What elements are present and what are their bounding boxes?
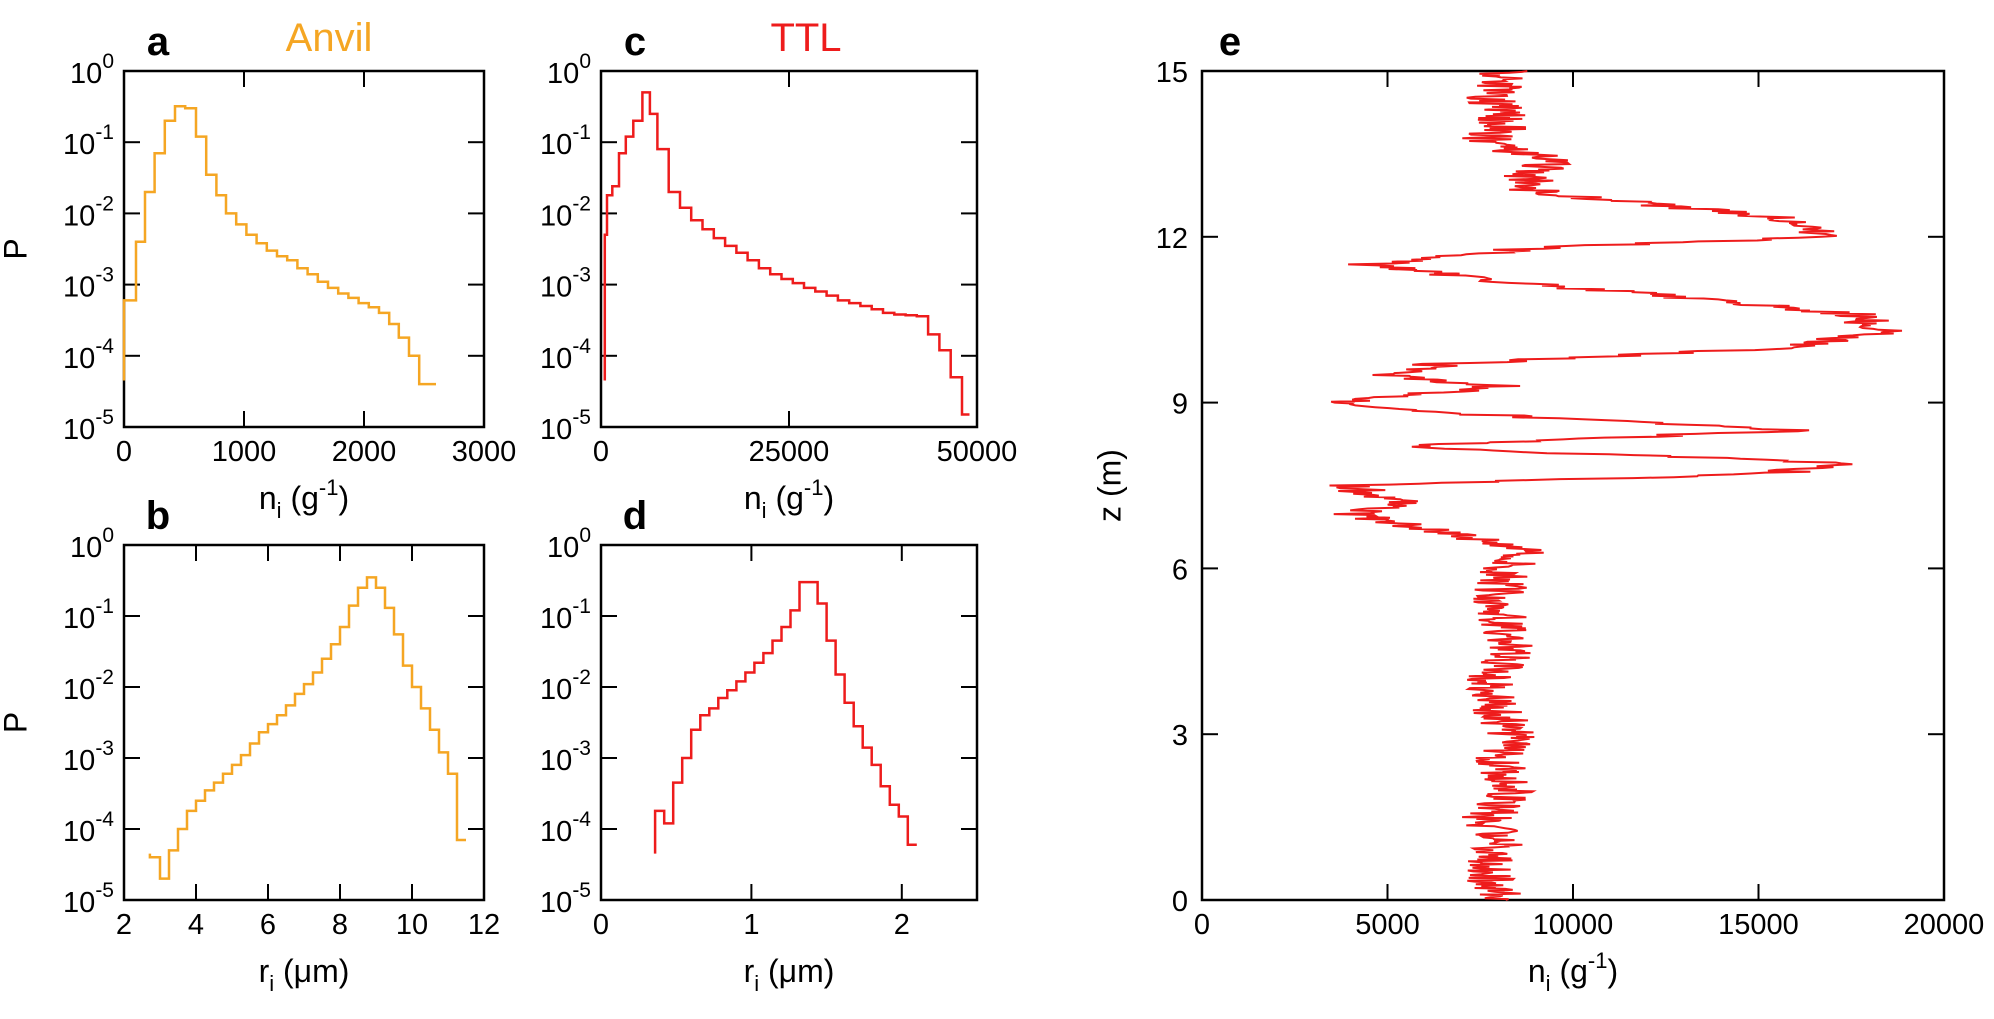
- x-tick-label: 25000: [749, 436, 830, 468]
- plot-frame: [599, 543, 979, 902]
- x-tick-label: 12: [468, 909, 500, 941]
- y-tick-label: 10-5: [540, 879, 591, 919]
- y-tick-label: 10-2: [540, 192, 591, 232]
- plot-frame: [122, 543, 486, 902]
- y-tick-label: 100: [547, 524, 591, 564]
- y-axis-label: P: [0, 712, 33, 733]
- panel-title: Anvil: [286, 16, 373, 60]
- x-tick-label: 8: [332, 909, 348, 941]
- panel-b: 2 4 6 8 10 12 10-5 10-4 10-3 10-2 10-1 100 ri (μm) Pb: [0, 494, 500, 996]
- x-axis-label: ni (g-1): [744, 475, 834, 523]
- panel-a: 0 1000 2000 3000 10-5 10-4 10-3 10-2 10-1 100 ni (…: [0, 16, 516, 523]
- y-tick-label: 10-3: [540, 264, 591, 304]
- histogram-series-line: [148, 576, 466, 880]
- x-tick-label: 2: [116, 909, 132, 941]
- x-tick-label: 5000: [1355, 909, 1420, 941]
- panel-label: e: [1219, 20, 1241, 64]
- x-tick-label: 15000: [1718, 909, 1799, 941]
- plot-frame: [122, 69, 486, 429]
- x-tick-label: 0: [116, 436, 132, 468]
- x-tick-label: 6: [260, 909, 276, 941]
- x-tick-label: 4: [188, 909, 204, 941]
- x-axis-label: ri (μm): [744, 953, 835, 996]
- y-tick-label: 0: [1172, 886, 1188, 918]
- x-tick-label: 2000: [332, 436, 397, 468]
- x-tick-label: 50000: [937, 436, 1018, 468]
- y-tick-label: 10-2: [63, 192, 114, 232]
- y-tick-label: 10-4: [540, 335, 591, 375]
- panel-label: d: [623, 494, 647, 538]
- y-tick-label: 10-5: [63, 879, 114, 919]
- panel-title: TTL: [770, 16, 841, 60]
- y-tick-label: 10-5: [63, 406, 114, 446]
- plot-frame: [1200, 69, 1946, 902]
- panel-d: 0 1 2 10-5 10-4 10-3 10-2 10-1 100 ri (μm) d: [540, 494, 979, 996]
- x-tick-label: 20000: [1904, 909, 1985, 941]
- y-tick-label: 10-1: [63, 595, 114, 635]
- panel-label: c: [624, 20, 646, 64]
- y-tick-label: 6: [1172, 554, 1188, 586]
- x-tick-label: 0: [1194, 909, 1210, 941]
- y-tick-label: 10-2: [540, 666, 591, 706]
- panel-label: a: [147, 20, 170, 64]
- x-tick-label: 2: [894, 909, 910, 941]
- x-axis-label: ni (g-1): [1528, 948, 1618, 996]
- y-tick-label: 10-1: [540, 121, 591, 161]
- x-axis-label: ri (μm): [259, 953, 350, 996]
- y-tick-label: 10-3: [540, 737, 591, 777]
- y-tick-label: 100: [70, 524, 114, 564]
- y-tick-label: 3: [1172, 720, 1188, 752]
- x-tick-label: 10000: [1533, 909, 1614, 941]
- y-tick-label: 10-3: [63, 737, 114, 777]
- y-tick-label: 10-1: [63, 121, 114, 161]
- y-tick-label: 10-4: [63, 808, 114, 848]
- y-tick-label: 100: [70, 50, 114, 90]
- y-axis-label: P: [0, 238, 33, 259]
- histogram-series-line: [122, 104, 436, 386]
- y-tick-label: 10-1: [540, 595, 591, 635]
- x-tick-label: 3000: [452, 436, 517, 468]
- x-tick-label: 0: [593, 909, 609, 941]
- profile-series-line: [1329, 70, 1903, 901]
- x-tick-label: 10: [396, 909, 428, 941]
- panel-label: b: [146, 494, 170, 538]
- y-tick-label: 10-2: [63, 666, 114, 706]
- y-axis-label: z (m): [1091, 449, 1127, 522]
- y-tick-label: 9: [1172, 389, 1188, 421]
- y-tick-label: 10-4: [540, 808, 591, 848]
- y-tick-label: 10-3: [63, 264, 114, 304]
- x-axis-label: ni (g-1): [259, 475, 349, 523]
- y-tick-label: 10-5: [540, 406, 591, 446]
- histogram-series-line: [653, 580, 917, 854]
- histogram-series-line: [603, 91, 970, 416]
- y-tick-label: 12: [1156, 223, 1188, 255]
- x-tick-label: 1000: [212, 436, 277, 468]
- panel-c: 0 25000 50000 10-5 10-4 10-3 10-2 10-1 100 ni (g-…: [540, 16, 1017, 523]
- x-tick-label: 1: [743, 909, 759, 941]
- panel-e: 0 5000 10000 15000 20000 0 3 6 9 12 15 ni (g-1) z (m…: [1091, 20, 1984, 996]
- x-tick-label: 0: [593, 436, 609, 468]
- y-tick-label: 100: [547, 50, 591, 90]
- y-tick-label: 15: [1156, 57, 1188, 89]
- y-tick-label: 10-4: [63, 335, 114, 375]
